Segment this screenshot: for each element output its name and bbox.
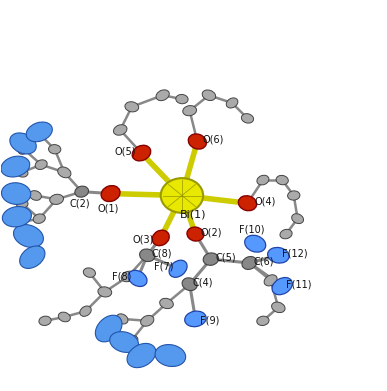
Text: F(9): F(9)	[200, 316, 220, 326]
Ellipse shape	[238, 196, 257, 211]
Ellipse shape	[276, 176, 288, 185]
Ellipse shape	[16, 168, 28, 177]
Text: C(8): C(8)	[152, 248, 172, 258]
Text: F(10): F(10)	[239, 224, 264, 234]
Text: O(2): O(2)	[200, 227, 222, 237]
Ellipse shape	[121, 271, 135, 282]
Text: C(2): C(2)	[69, 198, 90, 208]
Ellipse shape	[257, 175, 269, 185]
Ellipse shape	[18, 144, 30, 154]
Ellipse shape	[132, 145, 151, 161]
Ellipse shape	[26, 122, 52, 142]
Ellipse shape	[241, 114, 253, 123]
Ellipse shape	[58, 167, 71, 178]
Ellipse shape	[176, 95, 188, 104]
Ellipse shape	[58, 312, 70, 322]
Text: O(6): O(6)	[203, 135, 224, 145]
Ellipse shape	[264, 275, 277, 286]
Text: F(7): F(7)	[154, 262, 173, 272]
Ellipse shape	[188, 134, 206, 149]
Ellipse shape	[292, 214, 303, 224]
Ellipse shape	[126, 335, 138, 345]
Ellipse shape	[140, 249, 155, 262]
Ellipse shape	[33, 129, 45, 138]
Ellipse shape	[98, 287, 112, 297]
Ellipse shape	[80, 306, 91, 316]
Ellipse shape	[272, 278, 292, 295]
Text: C(6): C(6)	[254, 256, 274, 266]
Ellipse shape	[242, 256, 257, 269]
Ellipse shape	[2, 183, 31, 204]
Ellipse shape	[110, 332, 139, 352]
Ellipse shape	[10, 133, 36, 154]
Ellipse shape	[35, 160, 47, 169]
Text: C(4): C(4)	[193, 277, 213, 287]
Ellipse shape	[140, 316, 154, 326]
Text: F(8): F(8)	[113, 271, 132, 282]
Text: C(5): C(5)	[215, 252, 236, 262]
Ellipse shape	[101, 186, 120, 201]
Ellipse shape	[185, 311, 206, 327]
Ellipse shape	[280, 229, 292, 239]
Ellipse shape	[182, 278, 197, 291]
Ellipse shape	[33, 214, 45, 223]
Ellipse shape	[257, 316, 269, 325]
Ellipse shape	[152, 230, 169, 246]
Ellipse shape	[187, 227, 204, 241]
Ellipse shape	[272, 302, 285, 312]
Text: O(1): O(1)	[98, 204, 119, 214]
Ellipse shape	[1, 156, 30, 177]
Ellipse shape	[50, 194, 63, 204]
Text: O(5): O(5)	[115, 146, 136, 156]
Ellipse shape	[14, 218, 26, 227]
Ellipse shape	[156, 90, 169, 100]
Ellipse shape	[2, 206, 31, 227]
Ellipse shape	[226, 98, 238, 108]
Ellipse shape	[116, 314, 128, 324]
Ellipse shape	[20, 246, 45, 268]
Ellipse shape	[75, 186, 89, 197]
Ellipse shape	[83, 268, 96, 277]
Ellipse shape	[202, 90, 216, 100]
Ellipse shape	[127, 343, 156, 368]
Ellipse shape	[169, 260, 187, 277]
Ellipse shape	[183, 106, 197, 116]
Ellipse shape	[268, 248, 289, 263]
Text: O(3): O(3)	[133, 235, 154, 245]
Text: Bi(1): Bi(1)	[180, 210, 207, 220]
Ellipse shape	[160, 298, 173, 308]
Ellipse shape	[39, 316, 51, 325]
Ellipse shape	[155, 344, 186, 366]
Text: F(12): F(12)	[282, 248, 307, 258]
Ellipse shape	[29, 191, 41, 200]
Ellipse shape	[14, 224, 43, 248]
Text: O(4): O(4)	[254, 196, 276, 206]
Ellipse shape	[288, 191, 300, 200]
Ellipse shape	[125, 102, 139, 112]
Ellipse shape	[128, 270, 147, 287]
Ellipse shape	[161, 178, 203, 213]
Ellipse shape	[95, 315, 122, 342]
Ellipse shape	[245, 235, 266, 252]
Ellipse shape	[16, 199, 28, 208]
Text: F(11): F(11)	[286, 279, 311, 289]
Ellipse shape	[203, 253, 219, 265]
Ellipse shape	[48, 145, 61, 154]
Ellipse shape	[113, 125, 127, 135]
